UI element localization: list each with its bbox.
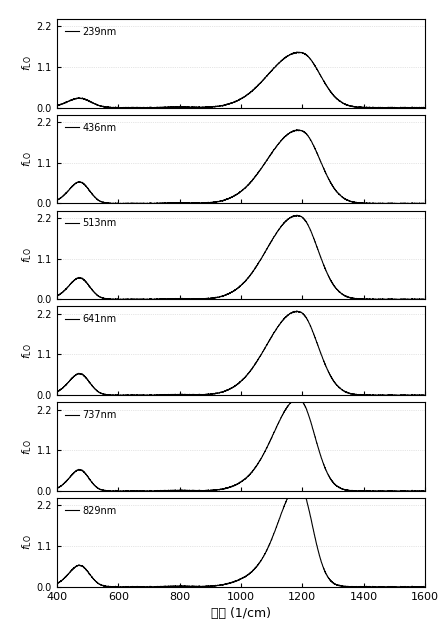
Y-axis label: $f_{\rm LO}$: $f_{\rm LO}$ (20, 56, 34, 71)
Y-axis label: $f_{\rm LO}$: $f_{\rm LO}$ (20, 343, 34, 359)
X-axis label: 波数 (1/cm): 波数 (1/cm) (211, 607, 271, 620)
Legend: 436nm: 436nm (62, 120, 119, 136)
Legend: 641nm: 641nm (62, 311, 119, 327)
Y-axis label: $f_{\rm LO}$: $f_{\rm LO}$ (20, 247, 34, 263)
Legend: 239nm: 239nm (62, 24, 120, 40)
Y-axis label: $f_{\rm LO}$: $f_{\rm LO}$ (20, 439, 34, 454)
Y-axis label: $f_{\rm LO}$: $f_{\rm LO}$ (20, 534, 34, 550)
Y-axis label: $f_{\rm LO}$: $f_{\rm LO}$ (20, 151, 34, 167)
Legend: 829nm: 829nm (62, 503, 120, 519)
Legend: 513nm: 513nm (62, 215, 120, 232)
Legend: 737nm: 737nm (62, 407, 120, 423)
